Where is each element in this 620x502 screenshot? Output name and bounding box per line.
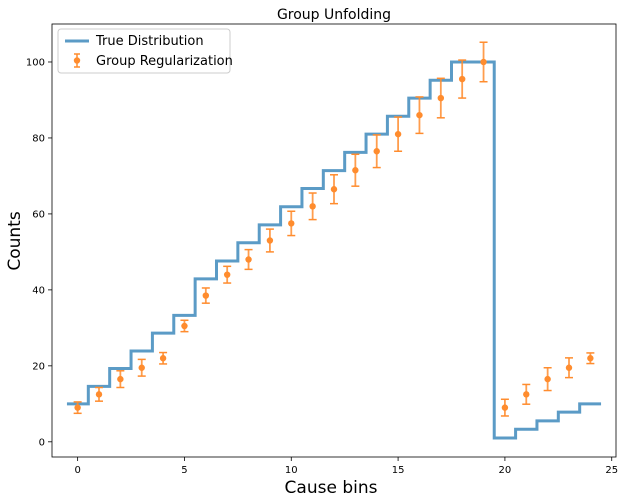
group-regularization-point	[436, 77, 445, 119]
y-axis-label: Counts	[5, 211, 25, 270]
data-marker	[245, 256, 252, 263]
legend-group-marker-icon	[73, 53, 81, 68]
data-marker	[202, 292, 210, 299]
x-tick-label: 15	[392, 465, 405, 476]
group-regularization-point	[543, 366, 552, 392]
data-marker	[288, 220, 295, 227]
y-tick-label: 60	[32, 209, 45, 220]
group-regularization-point	[394, 116, 403, 152]
data-marker	[437, 94, 445, 102]
data-marker	[309, 203, 316, 210]
group-regularization-point	[586, 352, 595, 365]
data-marker	[501, 404, 509, 411]
group-regularization-point	[159, 351, 168, 365]
data-marker	[181, 322, 188, 330]
data-marker	[565, 364, 573, 371]
legend-label-true: True Distribution	[95, 34, 204, 49]
group-regularization-point	[95, 386, 103, 402]
data-marker	[117, 375, 124, 383]
chart-title: Group Unfolding	[277, 7, 391, 23]
group-regularization-point	[73, 401, 82, 415]
data-marker	[587, 355, 594, 362]
group-regularization-point	[116, 370, 125, 389]
data-marker	[138, 364, 145, 371]
group-regularization-point	[458, 59, 467, 99]
x-tick-label: 0	[74, 465, 80, 476]
x-tick-label: 25	[605, 465, 618, 476]
data-marker	[394, 130, 402, 138]
true-distribution-step-line	[66, 60, 602, 440]
group-regularization-point	[330, 174, 338, 205]
legend: True Distribution Group Regularization	[57, 28, 233, 74]
x-axis: 0 5 10 15 20 25	[74, 457, 618, 476]
x-tick-label: 5	[181, 465, 187, 476]
group-regularization-point	[351, 153, 360, 187]
data-marker	[416, 111, 423, 119]
y-tick-label: 20	[32, 361, 45, 372]
y-tick-label: 0	[39, 437, 45, 448]
group-regularization-point	[287, 210, 296, 237]
data-marker	[544, 375, 551, 383]
group-regularization-point	[265, 228, 274, 253]
data-marker	[223, 271, 231, 278]
x-axis-label: Cause bins	[285, 478, 378, 498]
data-marker	[352, 167, 359, 174]
y-tick-label: 40	[32, 285, 45, 296]
group-regularization-point	[522, 383, 531, 405]
series-layer	[66, 41, 602, 440]
data-marker	[458, 75, 466, 83]
x-tick-label: 10	[285, 465, 298, 476]
group-regularization-point	[500, 398, 509, 417]
group-regularization-point	[308, 192, 317, 221]
group-regularization-point	[223, 265, 232, 284]
legend-box	[57, 28, 231, 74]
group-regularization-point	[201, 287, 210, 304]
legend-label-group: Group Regularization	[96, 54, 233, 69]
data-marker	[330, 186, 338, 193]
data-marker	[95, 391, 103, 398]
data-marker	[74, 404, 81, 411]
group-regularization-point	[244, 248, 253, 271]
data-marker	[159, 355, 167, 362]
data-marker	[523, 391, 530, 398]
data-marker	[480, 58, 487, 66]
plot-frame	[51, 23, 617, 458]
x-tick-label: 20	[499, 465, 512, 476]
group-regularization-point	[565, 357, 573, 379]
group-regularization-point	[372, 134, 381, 169]
data-marker	[373, 148, 380, 155]
group-regularization-point	[479, 41, 488, 83]
y-tick-label: 80	[32, 133, 45, 144]
y-axis: 0 20 40 60 80 100	[26, 57, 52, 448]
group-regularization-point	[415, 96, 424, 135]
group-regularization-point	[137, 358, 146, 377]
y-tick-label: 100	[26, 57, 45, 68]
group-regularization-point	[180, 319, 189, 333]
data-marker	[266, 237, 274, 244]
